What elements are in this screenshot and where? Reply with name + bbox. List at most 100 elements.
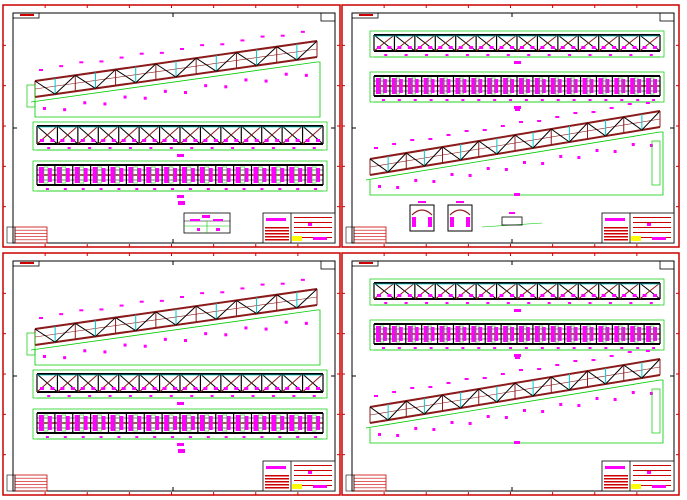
drawing-number — [313, 485, 327, 488]
dimension-label — [448, 294, 453, 297]
gusset — [311, 166, 317, 184]
title-block — [262, 212, 336, 244]
dimension-label — [461, 347, 465, 349]
dimension-label — [514, 354, 521, 357]
dimension-label — [506, 302, 510, 304]
dimension-label — [540, 46, 545, 49]
gusset — [475, 77, 480, 95]
truss-diagonal — [155, 63, 177, 78]
dimension-label — [262, 416, 267, 430]
dimension-label — [429, 99, 433, 101]
dimension-label — [396, 434, 400, 437]
title-row — [633, 217, 671, 218]
title-row — [265, 487, 289, 489]
dimension-label — [280, 282, 285, 285]
gusset — [168, 166, 174, 184]
dimension-label — [197, 228, 200, 231]
dimension-label — [450, 173, 454, 176]
dimension-label — [632, 294, 637, 297]
dimension-label — [177, 443, 184, 446]
dimension-label — [407, 326, 413, 342]
dimension-label — [469, 294, 474, 297]
dimension-label — [519, 369, 523, 371]
dimension-label — [649, 302, 653, 304]
dimension-label — [458, 294, 463, 297]
dimension-label — [117, 188, 121, 190]
gusset — [459, 77, 464, 95]
dimension-label — [523, 161, 526, 164]
title-row — [265, 239, 289, 241]
dimension-label — [555, 364, 560, 366]
gusset — [204, 414, 210, 432]
dimension-label — [573, 79, 578, 93]
dimension-label — [649, 392, 653, 395]
dimension-label — [494, 327, 499, 341]
dimension-label — [381, 347, 385, 349]
approval-stamp — [631, 484, 641, 489]
dimension-label — [220, 43, 225, 46]
drawing-title-text — [266, 218, 286, 221]
dimension-label — [146, 415, 152, 431]
side-tag — [345, 226, 355, 244]
dimension-label — [582, 326, 588, 342]
truss-diagonal — [623, 116, 643, 131]
dimension-label — [547, 54, 551, 56]
dimension-label — [428, 294, 433, 297]
dimension-label — [83, 416, 88, 430]
truss-diagonal — [95, 69, 116, 89]
dimension-label — [285, 387, 290, 390]
truss-diagonal — [369, 406, 389, 421]
gusset — [379, 325, 385, 343]
dimension-label — [208, 168, 213, 182]
dimension-label — [260, 188, 264, 190]
dimension-label — [462, 79, 467, 93]
title-block — [601, 460, 675, 492]
dimension-label — [92, 167, 98, 183]
dimension-label — [627, 351, 632, 353]
sheet-number — [647, 471, 651, 474]
plan-truss-bottom — [369, 71, 665, 109]
truss-diagonal — [587, 122, 606, 137]
dimension-label — [79, 309, 84, 312]
dimension-label — [407, 46, 412, 49]
truss-diagonal — [424, 394, 443, 415]
section-frame — [447, 204, 473, 232]
dimension-label — [67, 147, 71, 149]
dimension-label — [601, 46, 606, 49]
gusset — [554, 77, 559, 95]
dimension-label — [588, 54, 592, 56]
dimension-label — [83, 349, 87, 353]
dimension-label — [632, 46, 637, 49]
dimension-label — [514, 106, 521, 109]
dimension-label — [300, 30, 305, 33]
dimension-label — [40, 387, 44, 390]
truss-diagonal — [215, 300, 237, 320]
dimension-label — [646, 326, 652, 342]
dimension-label — [251, 147, 255, 149]
dimension-label — [445, 99, 449, 101]
inclined-truss-elevation — [365, 102, 664, 196]
dimension-label — [377, 294, 381, 297]
dimension-label — [208, 416, 213, 430]
truss-diagonal — [442, 394, 461, 409]
truss-diagonal — [605, 364, 625, 385]
dimension-label — [254, 139, 259, 142]
dimension-label — [550, 294, 555, 297]
dimension-label — [213, 219, 223, 221]
dimension-label — [63, 356, 67, 360]
dimension-label — [652, 347, 656, 349]
dimension-label — [142, 139, 147, 142]
dimension-label — [162, 139, 167, 142]
corner-box — [659, 260, 675, 270]
dimension-label — [428, 386, 433, 388]
truss-diagonal — [550, 128, 570, 143]
dimension-label — [80, 387, 85, 390]
dimension-label — [234, 139, 239, 142]
sheet-border — [341, 252, 680, 496]
dimension-label — [429, 347, 433, 349]
truss-diagonal — [569, 370, 588, 391]
gusset — [411, 325, 416, 343]
dimension-label — [92, 415, 98, 431]
dimension-label — [560, 294, 565, 297]
title-row — [604, 487, 628, 489]
